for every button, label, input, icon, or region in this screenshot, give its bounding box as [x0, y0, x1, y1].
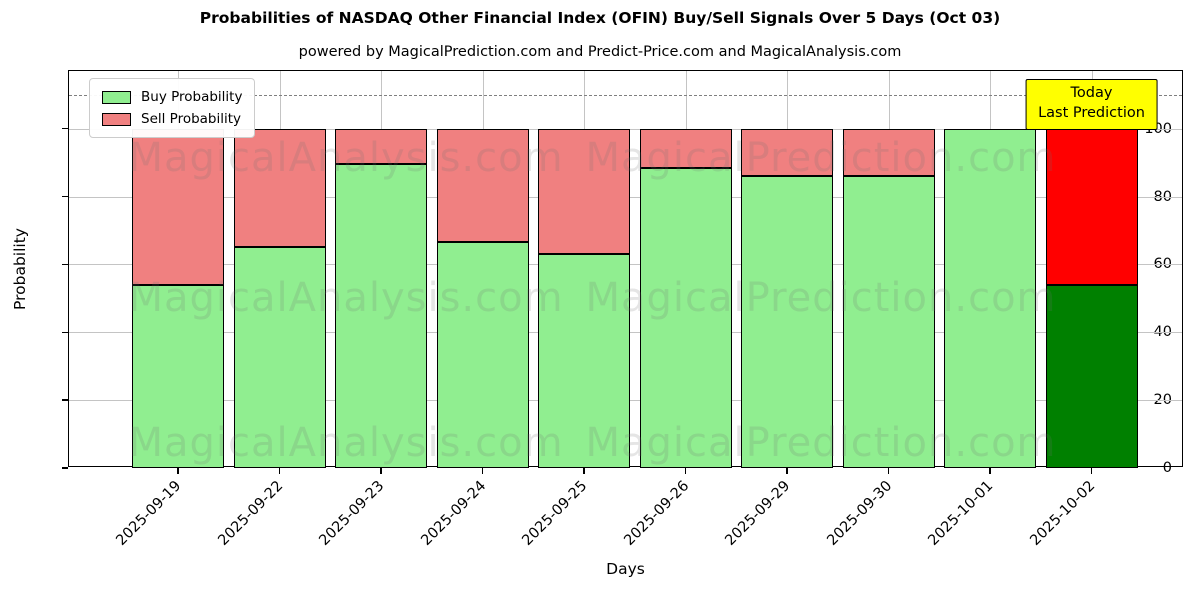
callout-line-1: Today [1070, 85, 1113, 101]
y-tick-label: 0 [1162, 460, 1172, 476]
watermark-text: MagicalPrediction.com [585, 275, 1057, 321]
y-tick [61, 195, 68, 198]
watermark-text: MagicalPrediction.com [585, 420, 1057, 466]
bar-segment-buy [944, 128, 1036, 468]
bar-segment-buy [842, 176, 935, 468]
watermark-text: MagicalPrediction.com [585, 135, 1057, 181]
legend-entry-buy: Buy Probability [100, 86, 244, 108]
bar-segment-sell-today [1045, 128, 1138, 285]
x-tick-label: 2025-09-22 [214, 478, 286, 549]
watermark-text: MagicalAnalysis.com [128, 420, 564, 466]
y-tick [61, 263, 68, 266]
bar-segment-buy-today [1045, 284, 1138, 468]
x-tick [887, 468, 890, 474]
x-tick-label: 2025-09-30 [823, 478, 895, 549]
x-tick-label: 2025-09-25 [519, 478, 591, 549]
x-tick-label: 2025-09-23 [316, 478, 388, 549]
x-axis-label: Days [606, 560, 645, 578]
y-axis-label-wrap: Probability [8, 70, 32, 467]
x-tick [786, 468, 788, 474]
watermark-text: MagicalAnalysis.com [128, 135, 564, 181]
bar-segment-sell [741, 128, 833, 177]
bar-segment-sell [436, 128, 529, 243]
x-tick [684, 468, 687, 474]
plot-area: Buy Probability Sell Probability Today L… [61, 70, 1183, 549]
x-tick [481, 468, 484, 474]
x-tick-label: 2025-10-01 [925, 478, 997, 549]
y-tick [61, 127, 68, 130]
x-tick-label: 2025-09-24 [417, 478, 489, 549]
bar-segment-buy [436, 242, 529, 468]
bar-segment-buy [741, 176, 833, 468]
chart-subtitle: powered by MagicalPrediction.com and Pre… [298, 44, 902, 60]
threshold-dashed-line [69, 94, 1182, 96]
chart-title: Probabilities of NASDAQ Other Financial … [199, 9, 1001, 27]
x-tick [278, 468, 281, 474]
sell-swatch-icon [102, 112, 131, 126]
bar-segment-buy [639, 167, 732, 468]
bar-segment-sell [842, 128, 935, 177]
bar-segment-sell [132, 128, 224, 285]
x-tick [989, 468, 991, 474]
x-tick [583, 468, 585, 474]
legend-label-buy: Buy Probability [141, 89, 243, 105]
x-tick-label: 2025-09-26 [620, 478, 692, 549]
x-tick-label: 2025-09-19 [113, 478, 185, 549]
bar-segment-sell [538, 128, 630, 255]
bar-segment-buy [335, 164, 427, 468]
legend: Buy Probability Sell Probability [89, 78, 256, 138]
x-tick [1090, 468, 1093, 474]
bar-segment-buy [233, 247, 326, 468]
y-tick [61, 331, 68, 334]
bar-segment-buy [538, 254, 630, 468]
bar-segment-sell [335, 128, 427, 165]
bar-segment-sell [639, 128, 732, 168]
y-tick [61, 467, 68, 469]
bar-segment-buy [132, 284, 224, 468]
x-tick [380, 468, 382, 474]
bar-segment-sell [233, 128, 326, 248]
x-tick-label: 2025-09-29 [722, 478, 794, 549]
y-axis-label: Probability [11, 227, 29, 310]
legend-label-sell: Sell Probability [141, 111, 242, 127]
x-tick [177, 468, 179, 474]
y-tick [61, 399, 68, 401]
callout-line-2: Last Prediction [1038, 105, 1145, 122]
buy-swatch-icon [102, 90, 131, 104]
legend-entry-sell: Sell Probability [100, 108, 244, 130]
x-tick-label: 2025-10-02 [1026, 478, 1098, 549]
watermark-text: MagicalAnalysis.com [128, 275, 564, 321]
today-last-prediction-callout: Today Last Prediction [1025, 79, 1158, 130]
